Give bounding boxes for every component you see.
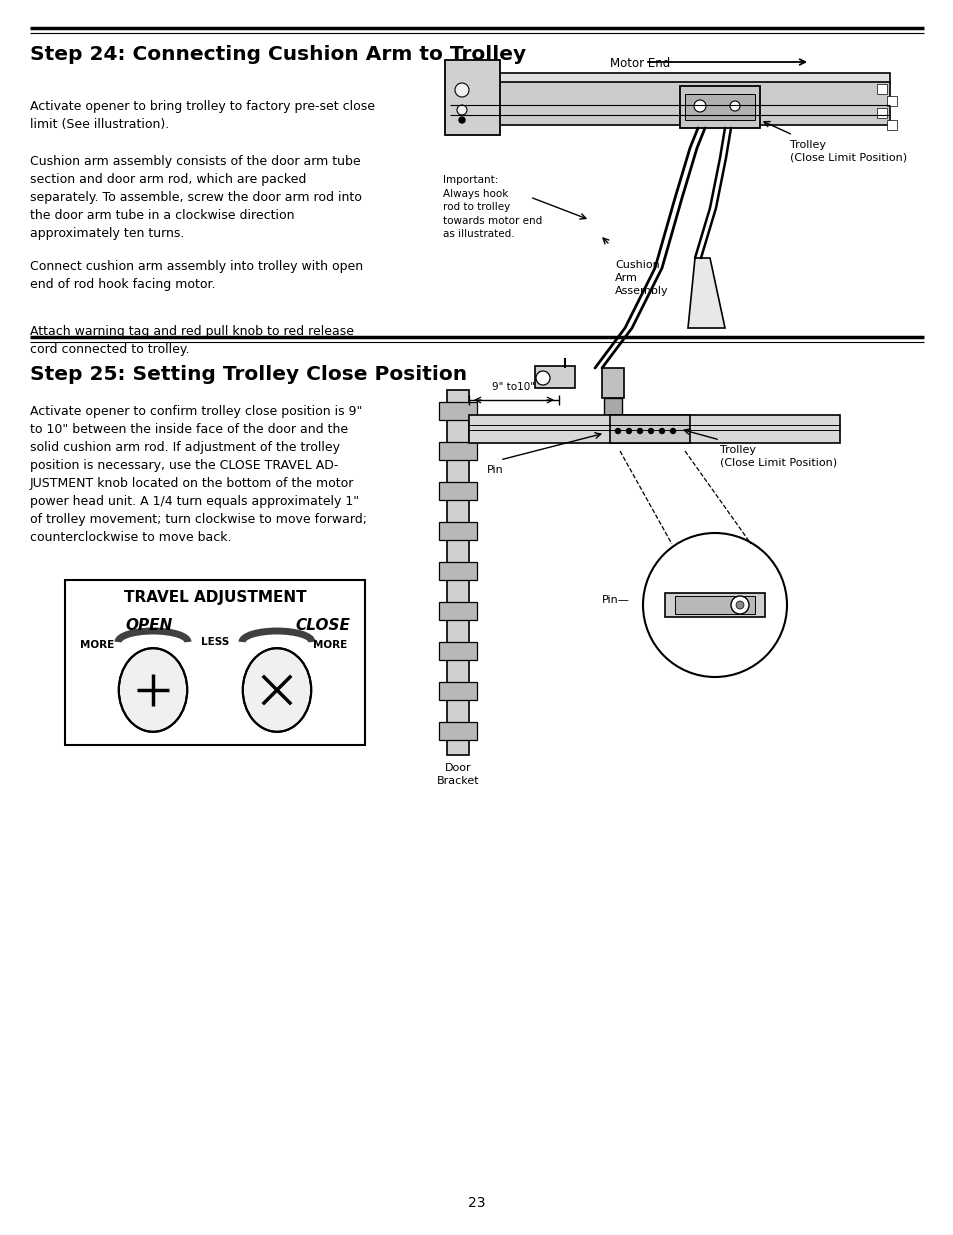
Circle shape (456, 105, 467, 115)
FancyBboxPatch shape (886, 96, 896, 106)
Text: Trolley
(Close Limit Position): Trolley (Close Limit Position) (789, 140, 906, 163)
FancyBboxPatch shape (605, 424, 619, 438)
Circle shape (642, 534, 786, 677)
Text: CLOSE: CLOSE (294, 618, 350, 634)
FancyBboxPatch shape (444, 61, 499, 135)
Circle shape (615, 429, 619, 433)
FancyBboxPatch shape (438, 482, 476, 500)
FancyBboxPatch shape (535, 366, 575, 388)
Text: Motor End: Motor End (609, 57, 670, 70)
FancyBboxPatch shape (450, 73, 889, 83)
Circle shape (735, 601, 743, 609)
Circle shape (648, 429, 653, 433)
FancyBboxPatch shape (438, 403, 476, 420)
FancyBboxPatch shape (447, 390, 469, 755)
FancyBboxPatch shape (65, 580, 365, 745)
Text: Step 24: Connecting Cushion Arm to Trolley: Step 24: Connecting Cushion Arm to Troll… (30, 44, 525, 64)
FancyBboxPatch shape (450, 82, 889, 125)
Text: 23: 23 (468, 1195, 485, 1210)
FancyBboxPatch shape (438, 642, 476, 659)
FancyBboxPatch shape (675, 597, 754, 614)
FancyBboxPatch shape (601, 368, 623, 398)
FancyBboxPatch shape (886, 120, 896, 130)
FancyBboxPatch shape (609, 415, 689, 443)
Ellipse shape (243, 648, 311, 732)
FancyBboxPatch shape (876, 107, 886, 119)
Text: MORE: MORE (313, 640, 347, 650)
FancyBboxPatch shape (876, 84, 886, 94)
Polygon shape (687, 258, 724, 329)
Text: LESS: LESS (201, 637, 229, 647)
Text: OPEN: OPEN (125, 618, 172, 634)
Text: Step 25: Setting Trolley Close Position: Step 25: Setting Trolley Close Position (30, 366, 467, 384)
Text: Trolley
(Close Limit Position): Trolley (Close Limit Position) (720, 445, 836, 467)
FancyBboxPatch shape (438, 442, 476, 459)
Text: Door
Bracket: Door Bracket (436, 763, 478, 785)
Text: TRAVEL ADJUSTMENT: TRAVEL ADJUSTMENT (124, 590, 306, 605)
Text: Activate opener to confirm trolley close position is 9"
to 10" between the insid: Activate opener to confirm trolley close… (30, 405, 367, 543)
Text: Cushion
Arm
Assembly: Cushion Arm Assembly (615, 261, 668, 295)
Ellipse shape (119, 648, 187, 732)
Circle shape (659, 429, 664, 433)
Circle shape (536, 370, 550, 385)
FancyBboxPatch shape (438, 722, 476, 740)
Text: Attach warning tag and red pull knob to red release
cord connected to trolley.: Attach warning tag and red pull knob to … (30, 325, 354, 356)
FancyBboxPatch shape (679, 86, 760, 128)
Text: Cushion arm assembly consists of the door arm tube
section and door arm rod, whi: Cushion arm assembly consists of the doo… (30, 156, 361, 240)
FancyBboxPatch shape (469, 415, 840, 443)
FancyBboxPatch shape (684, 94, 754, 120)
FancyBboxPatch shape (603, 398, 621, 424)
Circle shape (693, 100, 705, 112)
FancyBboxPatch shape (664, 593, 764, 618)
FancyBboxPatch shape (438, 522, 476, 540)
Text: Activate opener to bring trolley to factory pre-set close
limit (See illustratio: Activate opener to bring trolley to fact… (30, 100, 375, 131)
Circle shape (730, 597, 748, 614)
Text: MORE: MORE (80, 640, 114, 650)
Circle shape (626, 429, 631, 433)
FancyBboxPatch shape (438, 562, 476, 580)
FancyBboxPatch shape (438, 682, 476, 700)
Circle shape (637, 429, 641, 433)
Circle shape (729, 101, 740, 111)
Text: Pin—: Pin— (601, 595, 629, 605)
FancyBboxPatch shape (438, 601, 476, 620)
Text: 9" to10": 9" to10" (492, 382, 535, 391)
Circle shape (458, 117, 464, 124)
Text: Pin: Pin (486, 466, 503, 475)
Text: Connect cushion arm assembly into trolley with open
end of rod hook facing motor: Connect cushion arm assembly into trolle… (30, 261, 363, 291)
Text: Important:
Always hook
rod to trolley
towards motor end
as illustrated.: Important: Always hook rod to trolley to… (442, 175, 541, 240)
Circle shape (455, 83, 469, 98)
Circle shape (670, 429, 675, 433)
